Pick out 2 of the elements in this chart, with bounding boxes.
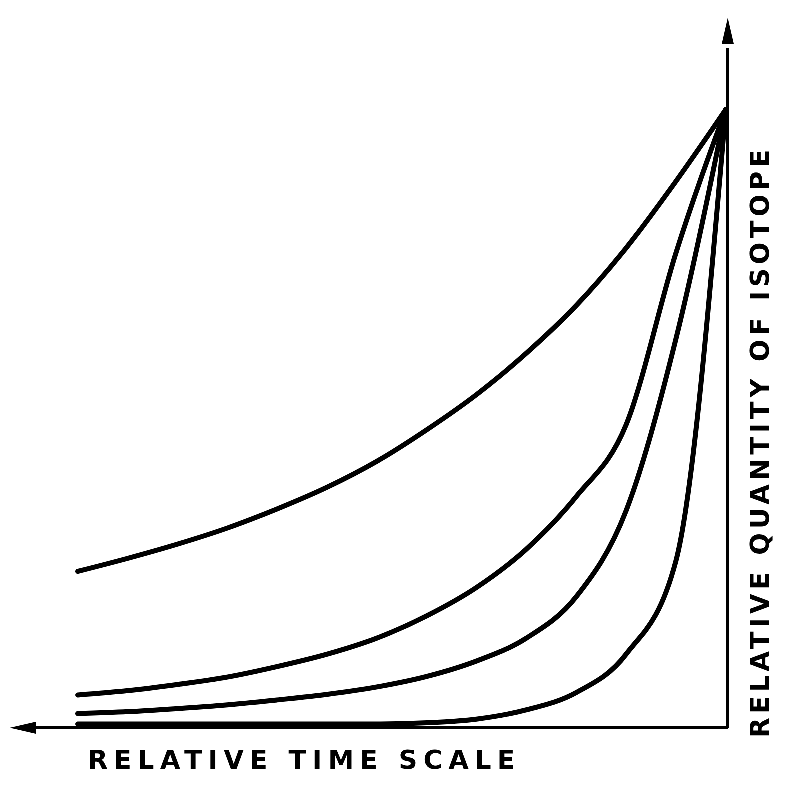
- x-axis-title: RELATIVE TIME SCALE: [88, 746, 522, 776]
- y-axis-title: RELATIVE QUANTITY OF ISOTOPE: [746, 144, 776, 738]
